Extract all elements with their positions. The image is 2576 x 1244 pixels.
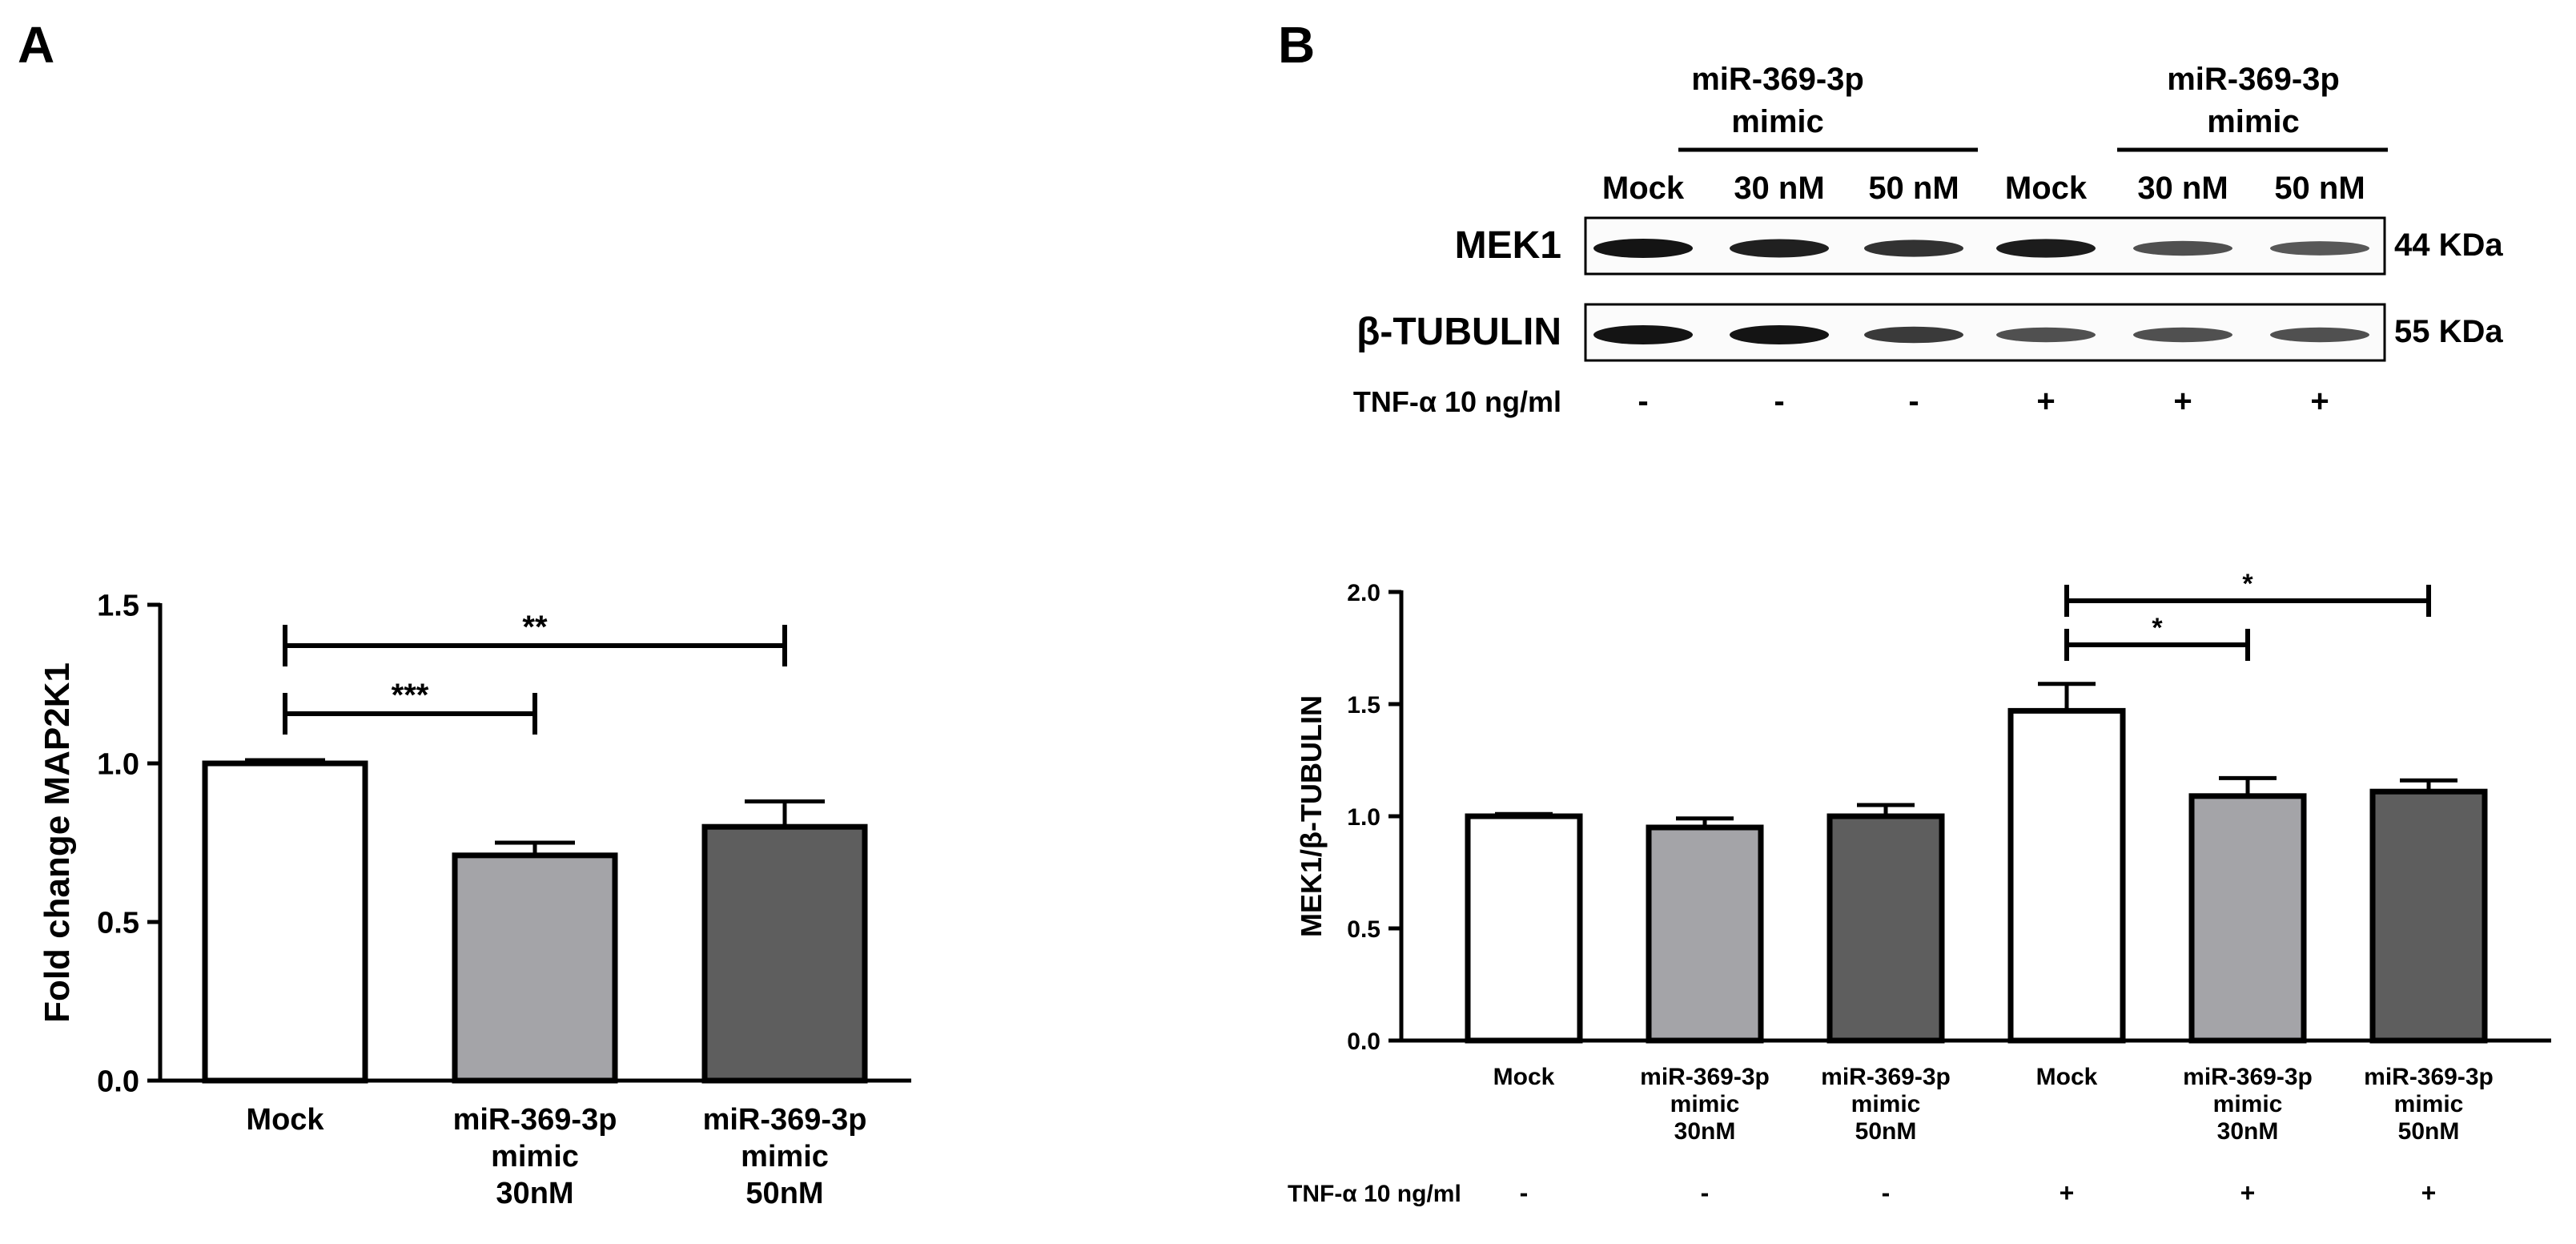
chart-b-significance-label: *: [2242, 569, 2253, 599]
blot-tnf-sign: +: [2036, 384, 2055, 419]
chart-a-category-label: mimic: [741, 1140, 829, 1174]
chart-b-bar: [1465, 813, 1583, 1044]
chart-b-category-label: miR-369-3p: [2364, 1064, 2494, 1090]
chart-b-bar: [2007, 707, 2126, 1044]
chart-b-category-label: 30nM: [2217, 1118, 2279, 1145]
blot-tnf-sign: +: [2173, 384, 2192, 419]
chart-a-y-tick-label: 1.0: [97, 748, 139, 782]
chart-b-significance-label: *: [2152, 613, 2163, 643]
chart-a-y-tick-label: 0.5: [97, 907, 139, 940]
chart-b-bar: [1827, 813, 1945, 1044]
chart-b-tnf-sign: -: [1701, 1178, 1710, 1207]
blot-size-label: 44 KDa: [2394, 227, 2503, 263]
blot-band: [2133, 240, 2232, 256]
chart-b-bar: [2369, 788, 2488, 1044]
chart-b-bar: [2188, 793, 2307, 1044]
blot-band: [2133, 327, 2232, 343]
chart-b-category-label: mimic: [1670, 1091, 1740, 1117]
chart-b-category-label: 50nM: [1855, 1118, 1917, 1145]
chart-b-y-tick-label: 0.0: [1347, 1029, 1380, 1055]
chart-a-bar: [202, 760, 368, 1084]
chart-b-tnf-sign: +: [2060, 1178, 2075, 1207]
blot-tnf-sign: +: [2310, 384, 2329, 419]
chart-b-category-label: Mock: [2036, 1064, 2098, 1090]
blot-band: [1730, 325, 1829, 344]
blot-lane-label: Mock: [2005, 171, 2088, 206]
panel-a-label: A: [18, 16, 54, 74]
chart-b-category-label: miR-369-3p: [2183, 1064, 2313, 1090]
blot-row-label: β-TUBULIN: [1356, 311, 1561, 353]
chart-b-tnf-sign: +: [2421, 1178, 2437, 1207]
chart-b-category-label: Mock: [1493, 1064, 1555, 1090]
chart-b-category-label: mimic: [1851, 1091, 1921, 1117]
blot-membrane: [1584, 303, 2386, 362]
chart-a-y-tick-label: 1.5: [97, 590, 139, 623]
chart-a-category-label: 30nM: [496, 1177, 573, 1210]
chart-a-category-label: 50nM: [745, 1177, 823, 1210]
chart-b-category-label: miR-369-3p: [1821, 1064, 1951, 1090]
blot-tnf-sign: -: [1908, 384, 1919, 419]
chart-b-category-label: mimic: [2394, 1091, 2464, 1117]
blot-band: [2270, 241, 2369, 256]
chart-b-category-label: 30nM: [1674, 1118, 1736, 1145]
chart-a-significance-label: **: [522, 610, 548, 645]
chart-b-category-label: 50nM: [2398, 1118, 2460, 1145]
chart-b-y-tick-label: 2.0: [1347, 580, 1380, 606]
chart-b-y-tick-label: 1.5: [1347, 692, 1380, 719]
blot-group-label-line2: mimic: [1731, 104, 1824, 139]
blot-lane-label: Mock: [1602, 171, 1685, 206]
chart-a: 0.0 0.5 1.0 1.5 Fold change MAP2K1 Mock miR-36…: [38, 590, 911, 1210]
blot-membrane: [1584, 216, 2386, 276]
blot-band: [1996, 239, 2096, 258]
blot-lane-label: 30 nM: [1734, 171, 1824, 206]
chart-a-category-label: miR-369-3p: [453, 1103, 617, 1137]
chart-a-bar: [452, 852, 618, 1084]
blot-tnf-label: TNF-α 10 ng/ml: [1353, 385, 1561, 418]
blot-tnf-sign: -: [1638, 384, 1648, 419]
blot-band: [1593, 239, 1693, 258]
chart-a-category-label: mimic: [491, 1140, 579, 1174]
blot-tnf-sign: -: [1774, 384, 1784, 419]
chart-a-bar: [701, 823, 868, 1084]
chart-a-significance-label: ***: [392, 678, 429, 713]
chart-a-category-label: miR-369-3p: [703, 1103, 867, 1137]
chart-a-y-tick-label: 0.0: [97, 1065, 139, 1099]
chart-b-tnf-label: TNF-α 10 ng/ml: [1288, 1181, 1461, 1207]
blot-lane-label: 50 nM: [2274, 171, 2365, 206]
chart-b-y-axis-label: MEK1/β-TUBULIN: [1295, 695, 1328, 937]
chart-b-y-tick-label: 1.0: [1347, 804, 1380, 831]
blot-band: [1593, 325, 1693, 344]
chart-a-category-label: Mock: [246, 1103, 324, 1137]
western-blot: miR-369-3p mimic miR-369-3p mimic Mock 30 nM 5…: [1353, 62, 2504, 419]
blot-row-label: MEK1: [1455, 224, 1561, 267]
chart-b-category-label: mimic: [2213, 1091, 2283, 1117]
blot-group-label-line1: miR-369-3p: [1691, 62, 1864, 97]
panel-b-label: B: [1278, 16, 1315, 74]
chart-a-y-axis-label: Fold change MAP2K1: [38, 662, 77, 1023]
chart-b-category-label: miR-369-3p: [1640, 1064, 1770, 1090]
chart-b-tnf-sign: -: [1882, 1178, 1891, 1207]
chart-b-y-tick-label: 0.5: [1347, 916, 1380, 943]
blot-lane-label: 30 nM: [2137, 171, 2228, 206]
chart-b: 0.0 0.5 1.0 1.5 2.0 MEK1/β-TUBULIN Mock miR-369…: [1288, 569, 2551, 1207]
blot-band: [1996, 327, 2096, 343]
chart-b-tnf-sign: -: [1520, 1178, 1529, 1207]
blot-band: [1864, 326, 1963, 344]
blot-group-label-line1: miR-369-3p: [2167, 62, 2340, 97]
blot-band: [1864, 240, 1963, 257]
blot-band: [1730, 239, 1829, 258]
blot-size-label: 55 KDa: [2394, 314, 2503, 349]
blot-lane-label: 50 nM: [1868, 171, 1959, 206]
chart-b-bar: [1646, 824, 1764, 1044]
blot-band: [2270, 327, 2369, 343]
chart-b-tnf-sign: +: [2240, 1178, 2256, 1207]
blot-group-label-line2: mimic: [2207, 104, 2300, 139]
